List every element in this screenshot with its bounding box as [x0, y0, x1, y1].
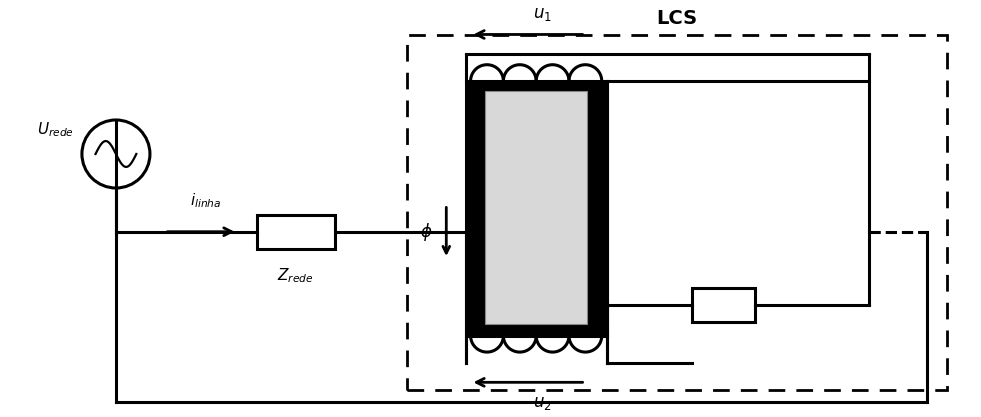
- Text: $u_2$: $u_2$: [534, 394, 552, 412]
- Text: SAT: SAT: [707, 297, 740, 312]
- Bar: [407, 35, 947, 390]
- Bar: [466, 81, 606, 336]
- Text: LCS: LCS: [656, 9, 697, 28]
- Text: $i_{linha}$: $i_{linha}$: [190, 192, 222, 210]
- Text: $L_2$  $N_2$: $L_2$ $N_2$: [494, 251, 537, 267]
- Bar: [486, 91, 588, 324]
- Text: $Z_{rede}$: $Z_{rede}$: [278, 266, 314, 285]
- Text: $U_{rede}$: $U_{rede}$: [37, 121, 75, 139]
- Bar: [692, 288, 754, 322]
- Text: $L_1$  $N_1$: $L_1$ $N_1$: [494, 148, 537, 164]
- Text: $u_1$: $u_1$: [533, 5, 552, 23]
- Bar: [257, 215, 335, 249]
- Text: $\phi$: $\phi$: [420, 221, 433, 243]
